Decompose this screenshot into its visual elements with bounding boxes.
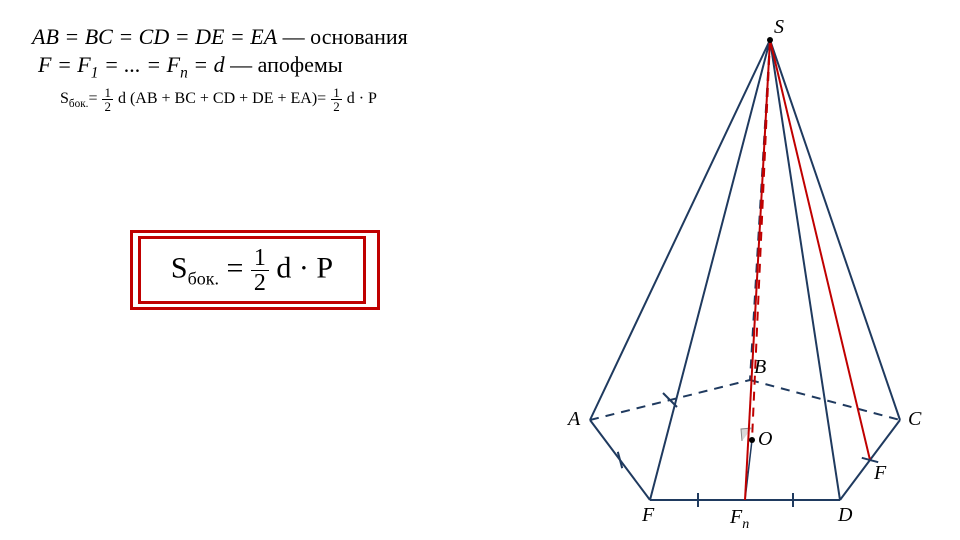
edge-SD [770, 40, 840, 500]
bases-suffix: — основания [277, 24, 408, 49]
label-A: A [568, 408, 580, 431]
label-F-cd: F [874, 462, 886, 485]
point-O [749, 437, 755, 443]
pyramid-svg [530, 20, 930, 530]
formula-box-inner: Sбок. = 1 2 d · P [138, 236, 366, 304]
apothem-SF-cd [770, 40, 870, 460]
edge-SA [590, 40, 770, 420]
point-S [767, 37, 773, 43]
derivation-formula: Sбок.= 1 2 d (AB + BC + CD + DE + EA)= 1… [60, 86, 377, 113]
label-O: O [758, 428, 772, 451]
label-E-as-F: F [642, 504, 654, 527]
bases-equality: AB = BC = CD = DE = EA [32, 24, 277, 49]
definition-bases: AB = BC = CD = DE = EA — основания [32, 24, 408, 50]
label-C: C [908, 408, 921, 431]
definition-apothems: F = F1 = ... = Fn = d — апофемы [38, 52, 343, 82]
label-S: S [774, 16, 784, 39]
label-B: B [754, 356, 766, 379]
pyramid-diagram: S A B C D F F O Fn [530, 20, 930, 535]
edge-SC [770, 40, 900, 420]
formula-content: Sбок. = 1 2 d · P [171, 246, 333, 295]
label-Fn: Fn [730, 506, 749, 533]
label-D: D [838, 504, 852, 527]
